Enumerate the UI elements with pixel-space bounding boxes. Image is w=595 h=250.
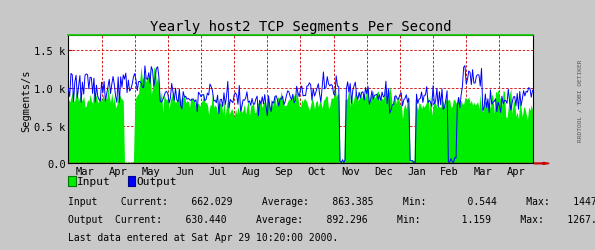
Text: RRDTOOL / TOBI OETIKER: RRDTOOL / TOBI OETIKER (578, 59, 583, 141)
Text: Input: Input (77, 176, 111, 186)
Text: Input    Current:    662.029     Average:    863.385     Min:       0.544     Ma: Input Current: 662.029 Average: 863.385 … (68, 196, 595, 206)
Text: Last data entered at Sat Apr 29 10:20:00 2000.: Last data entered at Sat Apr 29 10:20:00… (68, 232, 339, 242)
Title: Yearly host2 TCP Segments Per Second: Yearly host2 TCP Segments Per Second (150, 20, 451, 34)
Y-axis label: Segments/s: Segments/s (21, 69, 32, 131)
Text: Output: Output (136, 176, 177, 186)
Text: Output  Current:    630.440     Average:    892.296     Min:       1.159     Max: Output Current: 630.440 Average: 892.296… (68, 214, 595, 224)
